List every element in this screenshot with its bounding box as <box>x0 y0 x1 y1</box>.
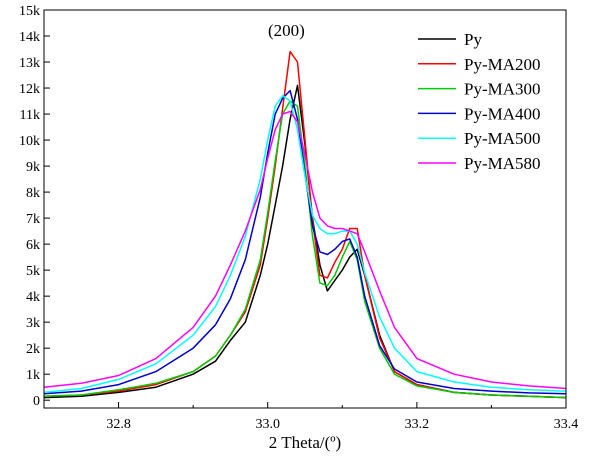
y-tick-label: 9k <box>26 160 40 175</box>
y-tick-label: 15k <box>19 4 40 19</box>
y-tick-label: 1k <box>26 368 40 383</box>
y-tick-label: 14k <box>19 30 40 45</box>
legend-label: Py <box>464 30 482 49</box>
y-tick-label: 8k <box>26 186 40 201</box>
y-tick-label: 0 <box>33 394 40 409</box>
x-tick-label: 33.4 <box>554 417 579 432</box>
legend-label: Py-MA200 <box>464 55 541 74</box>
y-tick-label: 7k <box>26 212 40 227</box>
y-tick-label: 13k <box>19 56 40 71</box>
x-tick-label: 33.2 <box>405 417 430 432</box>
series-line-py-ma580 <box>43 110 567 390</box>
legend-label: Py-MA300 <box>464 80 541 99</box>
legend: Py Py-MA200 Py-MA300 Py-MA400 Py-MA500 Py-MA5… <box>418 30 541 173</box>
y-tick-label: 4k <box>26 290 40 305</box>
series-line-py-ma500 <box>43 95 567 394</box>
y-tick-label: 3k <box>26 316 40 331</box>
series-layer <box>43 50 567 399</box>
plot-frame <box>43 9 567 409</box>
x-tick-label: 32.8 <box>106 417 131 432</box>
y-tick-label: 10k <box>19 134 40 149</box>
legend-label: Py-MA400 <box>464 104 541 123</box>
peak-annotation: (200) <box>268 21 305 40</box>
y-tick-label: 11k <box>20 108 40 123</box>
y-tick-label: 12k <box>19 82 40 97</box>
legend-label: Py-MA580 <box>464 154 541 173</box>
y-tick-label: 5k <box>26 264 40 279</box>
ticks-layer: 32.8 33.0 33.2 33.4 0 1k 2k 3k 4k 5k 6k 7k 8k 9k 10k 11… <box>19 4 578 432</box>
x-axis-title: 2 Theta/(º) <box>269 433 341 452</box>
legend-label: Py-MA500 <box>464 129 541 148</box>
x-tick-label: 33.0 <box>255 417 280 432</box>
y-tick-label: 6k <box>26 238 40 253</box>
y-tick-label: 2k <box>26 342 40 357</box>
